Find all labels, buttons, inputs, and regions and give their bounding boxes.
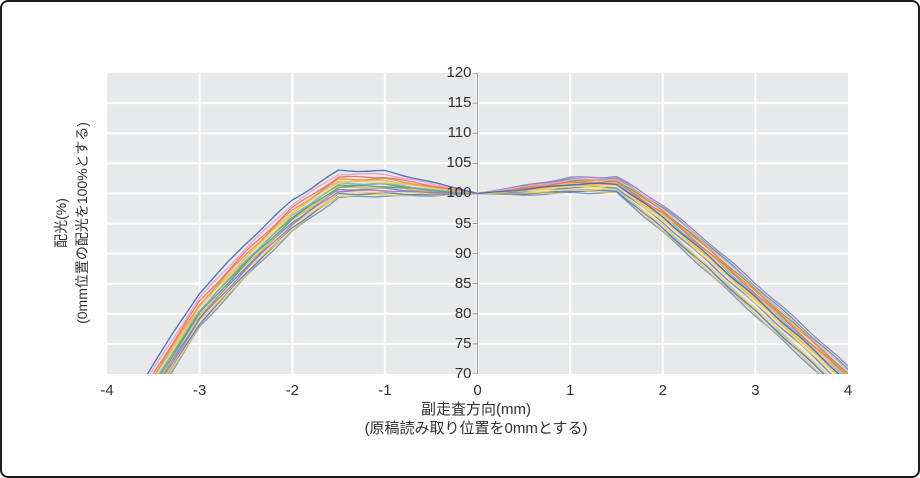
x-tick-label: 3 [751, 382, 760, 399]
x-tick-label: -3 [192, 382, 207, 399]
x-tick-label: -2 [285, 382, 299, 399]
x-tick-label: 2 [658, 382, 667, 399]
y-tick-label: 95 [454, 214, 472, 232]
x-tick-label: 4 [843, 382, 853, 399]
x-tick-label: -1 [378, 382, 392, 399]
y-tick-label: 85 [454, 274, 472, 292]
y-tick-label: 80 [454, 304, 472, 322]
y-tick-label: 90 [454, 244, 472, 262]
y-axis-title: 配光(%) (0mm位置の配光を100%とする) [51, 122, 93, 324]
x-axis-subtitle: (原稿読み取り位置を0mmとする) [364, 420, 588, 437]
y-axis-title-sub: (0mm位置の配光を100%とする) [74, 122, 90, 324]
x-axis-title: 副走査方向(mm) [421, 401, 531, 418]
line-chart [107, 73, 848, 374]
x-tick-label: -4 [100, 382, 114, 399]
y-tick-label: 100 [446, 184, 472, 202]
y-tick-label: 110 [447, 124, 472, 142]
y-axis-title-main: 配光(%) [53, 198, 69, 248]
y-tick-label: 70 [454, 365, 472, 382]
y-tick-label: 105 [446, 154, 472, 172]
x-tick-label: 0 [473, 382, 482, 399]
y-tick-label: 75 [454, 334, 472, 352]
y-tick-label: 115 [447, 94, 472, 112]
plot-area [107, 73, 848, 374]
y-tick-label: 120 [446, 64, 472, 81]
x-tick-label: 1 [565, 382, 575, 399]
